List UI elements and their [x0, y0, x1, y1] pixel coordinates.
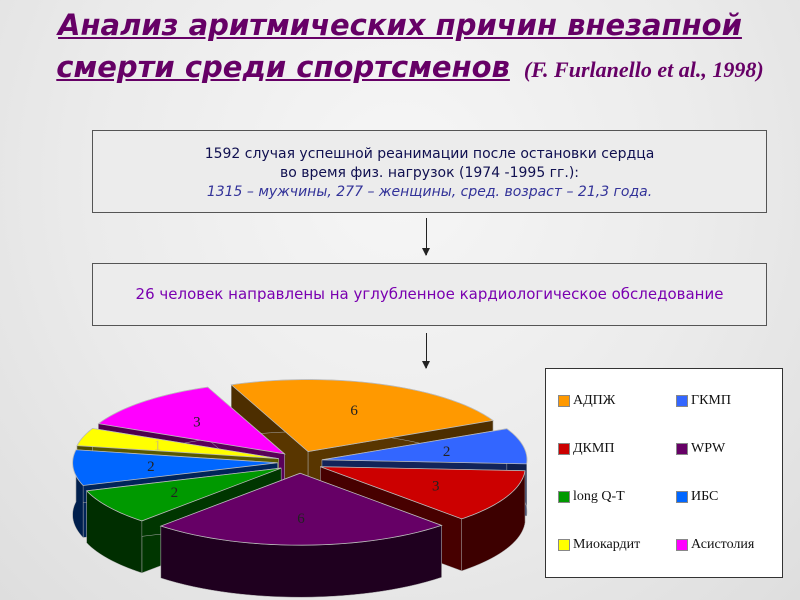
- citation: (F. Furlanello et al., 1998): [523, 57, 764, 82]
- legend-item: Миокардит: [558, 521, 676, 569]
- legend-label: ИБС: [691, 489, 719, 504]
- legend-swatch: [558, 395, 570, 407]
- legend-item: WPW: [676, 425, 794, 473]
- slide-title-line2: смерти среди спортсменов (F. Furlanello e…: [20, 50, 800, 84]
- legend-label: long Q-T: [573, 489, 625, 504]
- legend-label: ГКМП: [691, 393, 731, 408]
- legend-item: ГКМП: [676, 377, 794, 425]
- legend-item: ИБС: [676, 473, 794, 521]
- pie-slice-WPW: [159, 472, 443, 546]
- legend-swatch: [558, 491, 570, 503]
- legend-label: Асистолия: [691, 537, 755, 552]
- referral-box: 26 человек направлены на углубленное кар…: [92, 263, 767, 326]
- title-line2-text: смерти среди спортсменов: [56, 50, 510, 84]
- pie-slice-ГКМП: [321, 428, 528, 465]
- pie-slice-АДПЖ: [230, 379, 495, 452]
- pie-slice-ИБС: [72, 449, 278, 486]
- legend-label: WPW: [691, 441, 726, 456]
- legend-swatch: [676, 539, 688, 551]
- reanimation-summary-box: 1592 случая успешной реанимации после ос…: [92, 130, 767, 213]
- legend-label: ДКМП: [573, 441, 615, 456]
- pie-slice-Миокардит: [76, 427, 279, 460]
- legend-item: АДПЖ: [558, 377, 676, 425]
- data-label: 3: [432, 478, 440, 494]
- pie-slice-long Q-T: [85, 467, 282, 522]
- data-label: 1: [154, 438, 162, 454]
- arrow-down-icon: [422, 333, 430, 369]
- legend-swatch: [676, 443, 688, 455]
- pie-slice-Асистолия: [97, 386, 286, 455]
- data-label: 3: [193, 415, 201, 431]
- legend-swatch: [676, 395, 688, 407]
- summary-line1: 1592 случая успешной реанимации после ос…: [204, 146, 655, 162]
- chart-legend: АДПЖ ГКМП ДКМП WPW long Q-T ИБС Миокардит Асист…: [545, 368, 783, 578]
- legend-label: Миокардит: [573, 537, 641, 552]
- arrow-down-icon: [422, 218, 430, 256]
- legend-swatch: [676, 491, 688, 503]
- legend-item: long Q-T: [558, 473, 676, 521]
- legend-item: Асистолия: [676, 521, 794, 569]
- legend-label: АДПЖ: [573, 393, 616, 408]
- legend-swatch: [558, 443, 570, 455]
- data-label: 2: [147, 459, 155, 475]
- data-label: 6: [350, 403, 358, 419]
- data-label: 2: [443, 444, 451, 460]
- slide-title-line1: Анализ аритмических причин внезапной: [58, 8, 742, 42]
- legend-item: ДКМП: [558, 425, 676, 473]
- legend-swatch: [558, 539, 570, 551]
- pie-slice-ДКМП: [320, 466, 526, 520]
- data-label: 2: [171, 485, 179, 501]
- summary-line3: 1315 – мужчины, 277 – женщины, сред. воз…: [206, 184, 653, 200]
- summary-line2: во время физ. нагрузок (1974 -1995 гг.):: [279, 165, 580, 181]
- data-label: 6: [297, 511, 305, 527]
